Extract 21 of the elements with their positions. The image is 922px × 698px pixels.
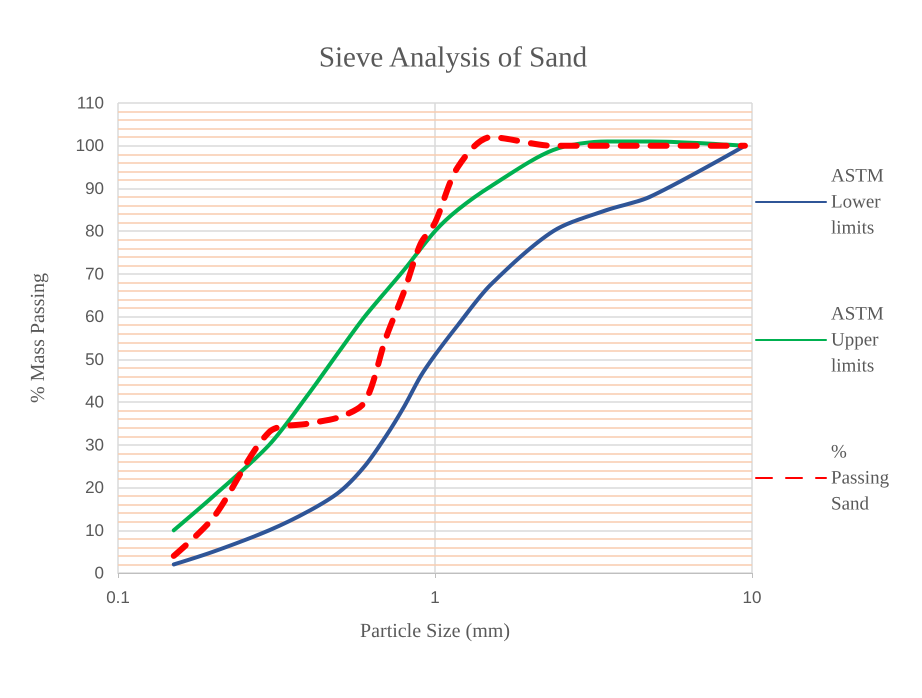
x-axis-title: Particle Size (mm)	[360, 620, 510, 642]
y-tick-label: 20	[85, 478, 104, 498]
y-tick-label: 80	[85, 222, 104, 241]
chart-title: Sieve Analysis of Sand	[318, 42, 588, 74]
y-tick-label: 0	[94, 564, 104, 582]
y-tick-label: 60	[85, 307, 104, 326]
y-tick-label: 100	[76, 136, 104, 156]
x-tick-label: 10	[742, 588, 762, 607]
legend-label: ASTM Lower limits	[831, 166, 889, 238]
y-tick-label: 50	[85, 350, 104, 369]
y-tick-label: 90	[85, 178, 104, 198]
legend-label: % Passing Sand	[831, 442, 894, 514]
y-tick-label: 110	[76, 94, 104, 112]
legend-label: ASTM Upper limits	[831, 304, 889, 376]
y-tick-label: 30	[85, 435, 104, 454]
y-tick-label: 10	[85, 520, 104, 540]
x-tick-label: 1	[430, 588, 440, 607]
y-axis-title: % Mass Passing	[27, 272, 49, 404]
y-tick-label: 70	[85, 264, 104, 284]
x-tick-label: 0.1	[106, 588, 130, 607]
y-tick-label: 40	[85, 392, 104, 412]
